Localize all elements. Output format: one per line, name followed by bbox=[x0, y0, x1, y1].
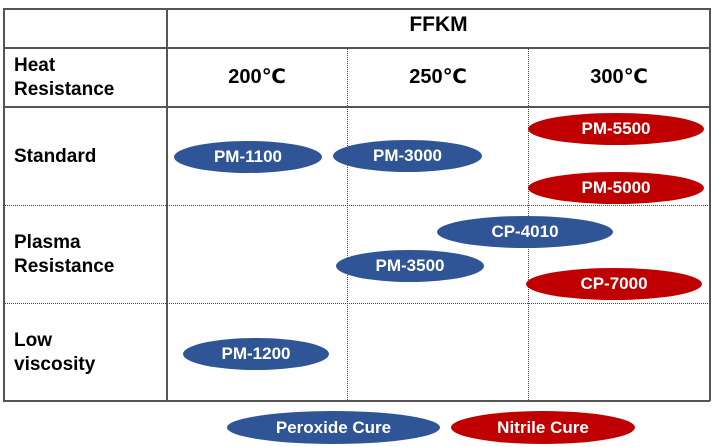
grid-line bbox=[3, 303, 710, 304]
temp-300: 300℃ bbox=[590, 66, 648, 88]
grid-line bbox=[166, 8, 168, 401]
row-label-standard: Standard bbox=[14, 146, 97, 167]
grid-line bbox=[709, 8, 711, 401]
grid-line bbox=[3, 8, 5, 401]
grid-line bbox=[347, 48, 348, 400]
heat-resistance-label: Heat Resistance bbox=[14, 55, 115, 100]
temp-200: 200℃ bbox=[228, 66, 286, 88]
grid-line bbox=[3, 400, 710, 402]
product-cp-7000: CP-7000 bbox=[526, 268, 702, 300]
product-pm-1100: PM-1100 bbox=[174, 141, 322, 173]
product-pm-1200: PM-1200 bbox=[183, 338, 329, 370]
grid-line bbox=[3, 47, 710, 49]
grid-line bbox=[3, 205, 710, 206]
grid-line bbox=[3, 106, 710, 108]
product-cp-4010: CP-4010 bbox=[437, 216, 613, 248]
temp-250: 250℃ bbox=[409, 66, 467, 88]
legend-peroxide-cure: Peroxide Cure bbox=[227, 411, 440, 444]
product-pm-5000: PM-5000 bbox=[528, 172, 704, 204]
grid-line bbox=[3, 8, 710, 10]
ffkm-title: FFKM bbox=[409, 13, 468, 36]
product-pm-3000: PM-3000 bbox=[333, 140, 482, 172]
product-pm-5500: PM-5500 bbox=[528, 113, 704, 145]
row-label-plasma-resistance: Plasma Resistance bbox=[14, 232, 115, 277]
product-pm-3500: PM-3500 bbox=[336, 250, 484, 282]
row-label-low-viscosity: Low viscosity bbox=[14, 330, 96, 375]
legend-nitrile-cure: Nitrile Cure bbox=[451, 411, 635, 444]
